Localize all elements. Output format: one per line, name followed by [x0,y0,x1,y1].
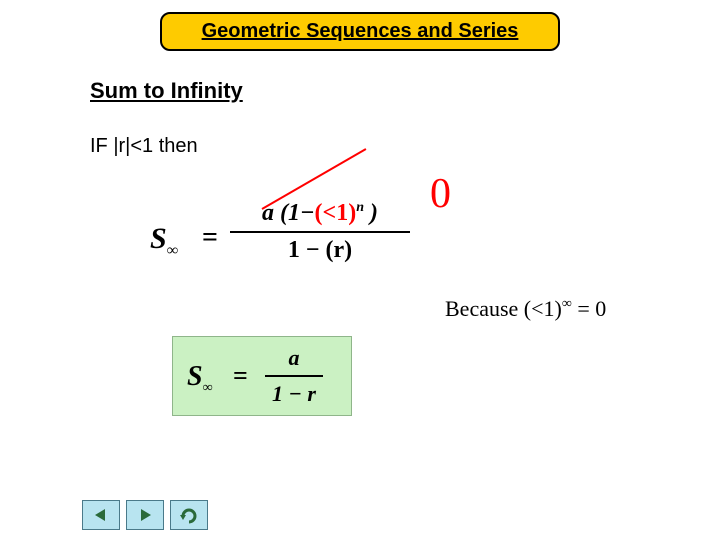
fraction-2: a 1 − r [265,345,323,407]
denominator-2: 1 − r [265,381,323,407]
nav-controls [82,500,208,530]
formula-simplified: S∞ = a 1 − r [172,336,352,416]
slide-title: Geometric Sequences and Series [160,12,560,51]
next-button[interactable] [126,500,164,530]
numerator-2: a [265,345,323,371]
sum-symbol-2: S∞ [187,361,213,397]
triangle-right-icon [137,507,153,523]
loop-icon [179,506,199,524]
equals: = [202,222,218,254]
condition-text: IF |r|<1 then [90,135,198,158]
prev-button[interactable] [82,500,120,530]
triangle-left-icon [93,507,109,523]
zero-annotation: 0 [430,170,451,218]
denominator: 1 − (r) [288,237,352,263]
because-text: Because (<1)∞ = 0 [445,296,606,322]
fraction-bar [230,231,410,233]
equals-2: = [233,361,248,391]
section-heading: Sum to Infinity [90,78,243,104]
numerator: a (1−(<1)n ) [262,200,378,226]
fraction-bar-2 [265,375,323,377]
sum-symbol: S∞ [150,222,178,260]
fraction: a (1−(<1)n ) 1 − (r) [230,200,410,264]
loop-button[interactable] [170,500,208,530]
